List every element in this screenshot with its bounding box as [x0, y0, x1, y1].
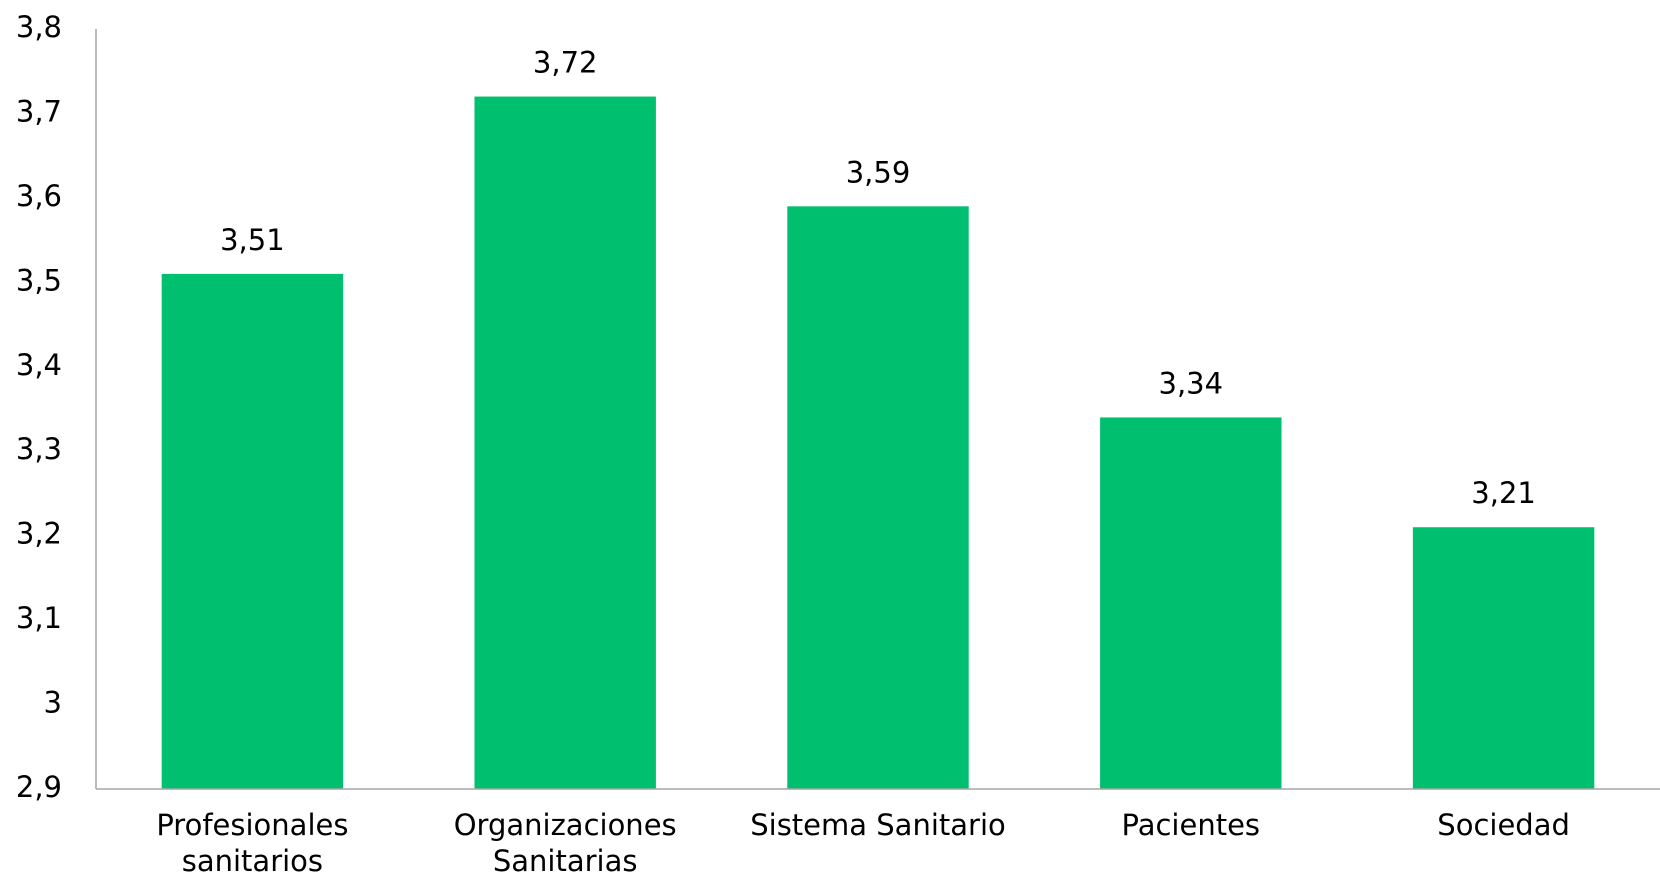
y-tick-label: 3,4	[16, 348, 62, 382]
data-label: 3,59	[846, 155, 911, 189]
x-tick-label: Pacientes	[1121, 808, 1261, 842]
y-tick-label: 3,7	[16, 94, 62, 128]
y-tick-label: 3	[44, 686, 62, 720]
y-tick-label: 3,3	[16, 432, 62, 466]
bar	[787, 206, 969, 790]
y-tick-label: 2,9	[16, 770, 62, 804]
y-tick-label: 3,6	[16, 179, 62, 213]
x-tick-label: Profesionales sanitarios	[156, 808, 349, 878]
x-tick-label: Sociedad	[1437, 808, 1570, 842]
y-tick-label: 3,5	[16, 263, 62, 297]
x-tick-label: Organizaciones Sanitarias	[453, 808, 677, 878]
data-label: 3,34	[1159, 366, 1224, 400]
data-label: 3,72	[533, 46, 598, 80]
data-label: 3,21	[1471, 476, 1536, 510]
bar	[1412, 527, 1595, 789]
bar	[474, 96, 656, 790]
x-tick-label: Sistema Sanitario	[750, 808, 1006, 842]
data-label: 3,51	[220, 223, 285, 257]
y-tick-label: 3,1	[16, 601, 62, 635]
bar	[1100, 417, 1282, 789]
y-tick-label: 3,2	[16, 517, 62, 551]
bar	[161, 273, 344, 789]
y-tick-label: 3,8	[16, 10, 62, 44]
